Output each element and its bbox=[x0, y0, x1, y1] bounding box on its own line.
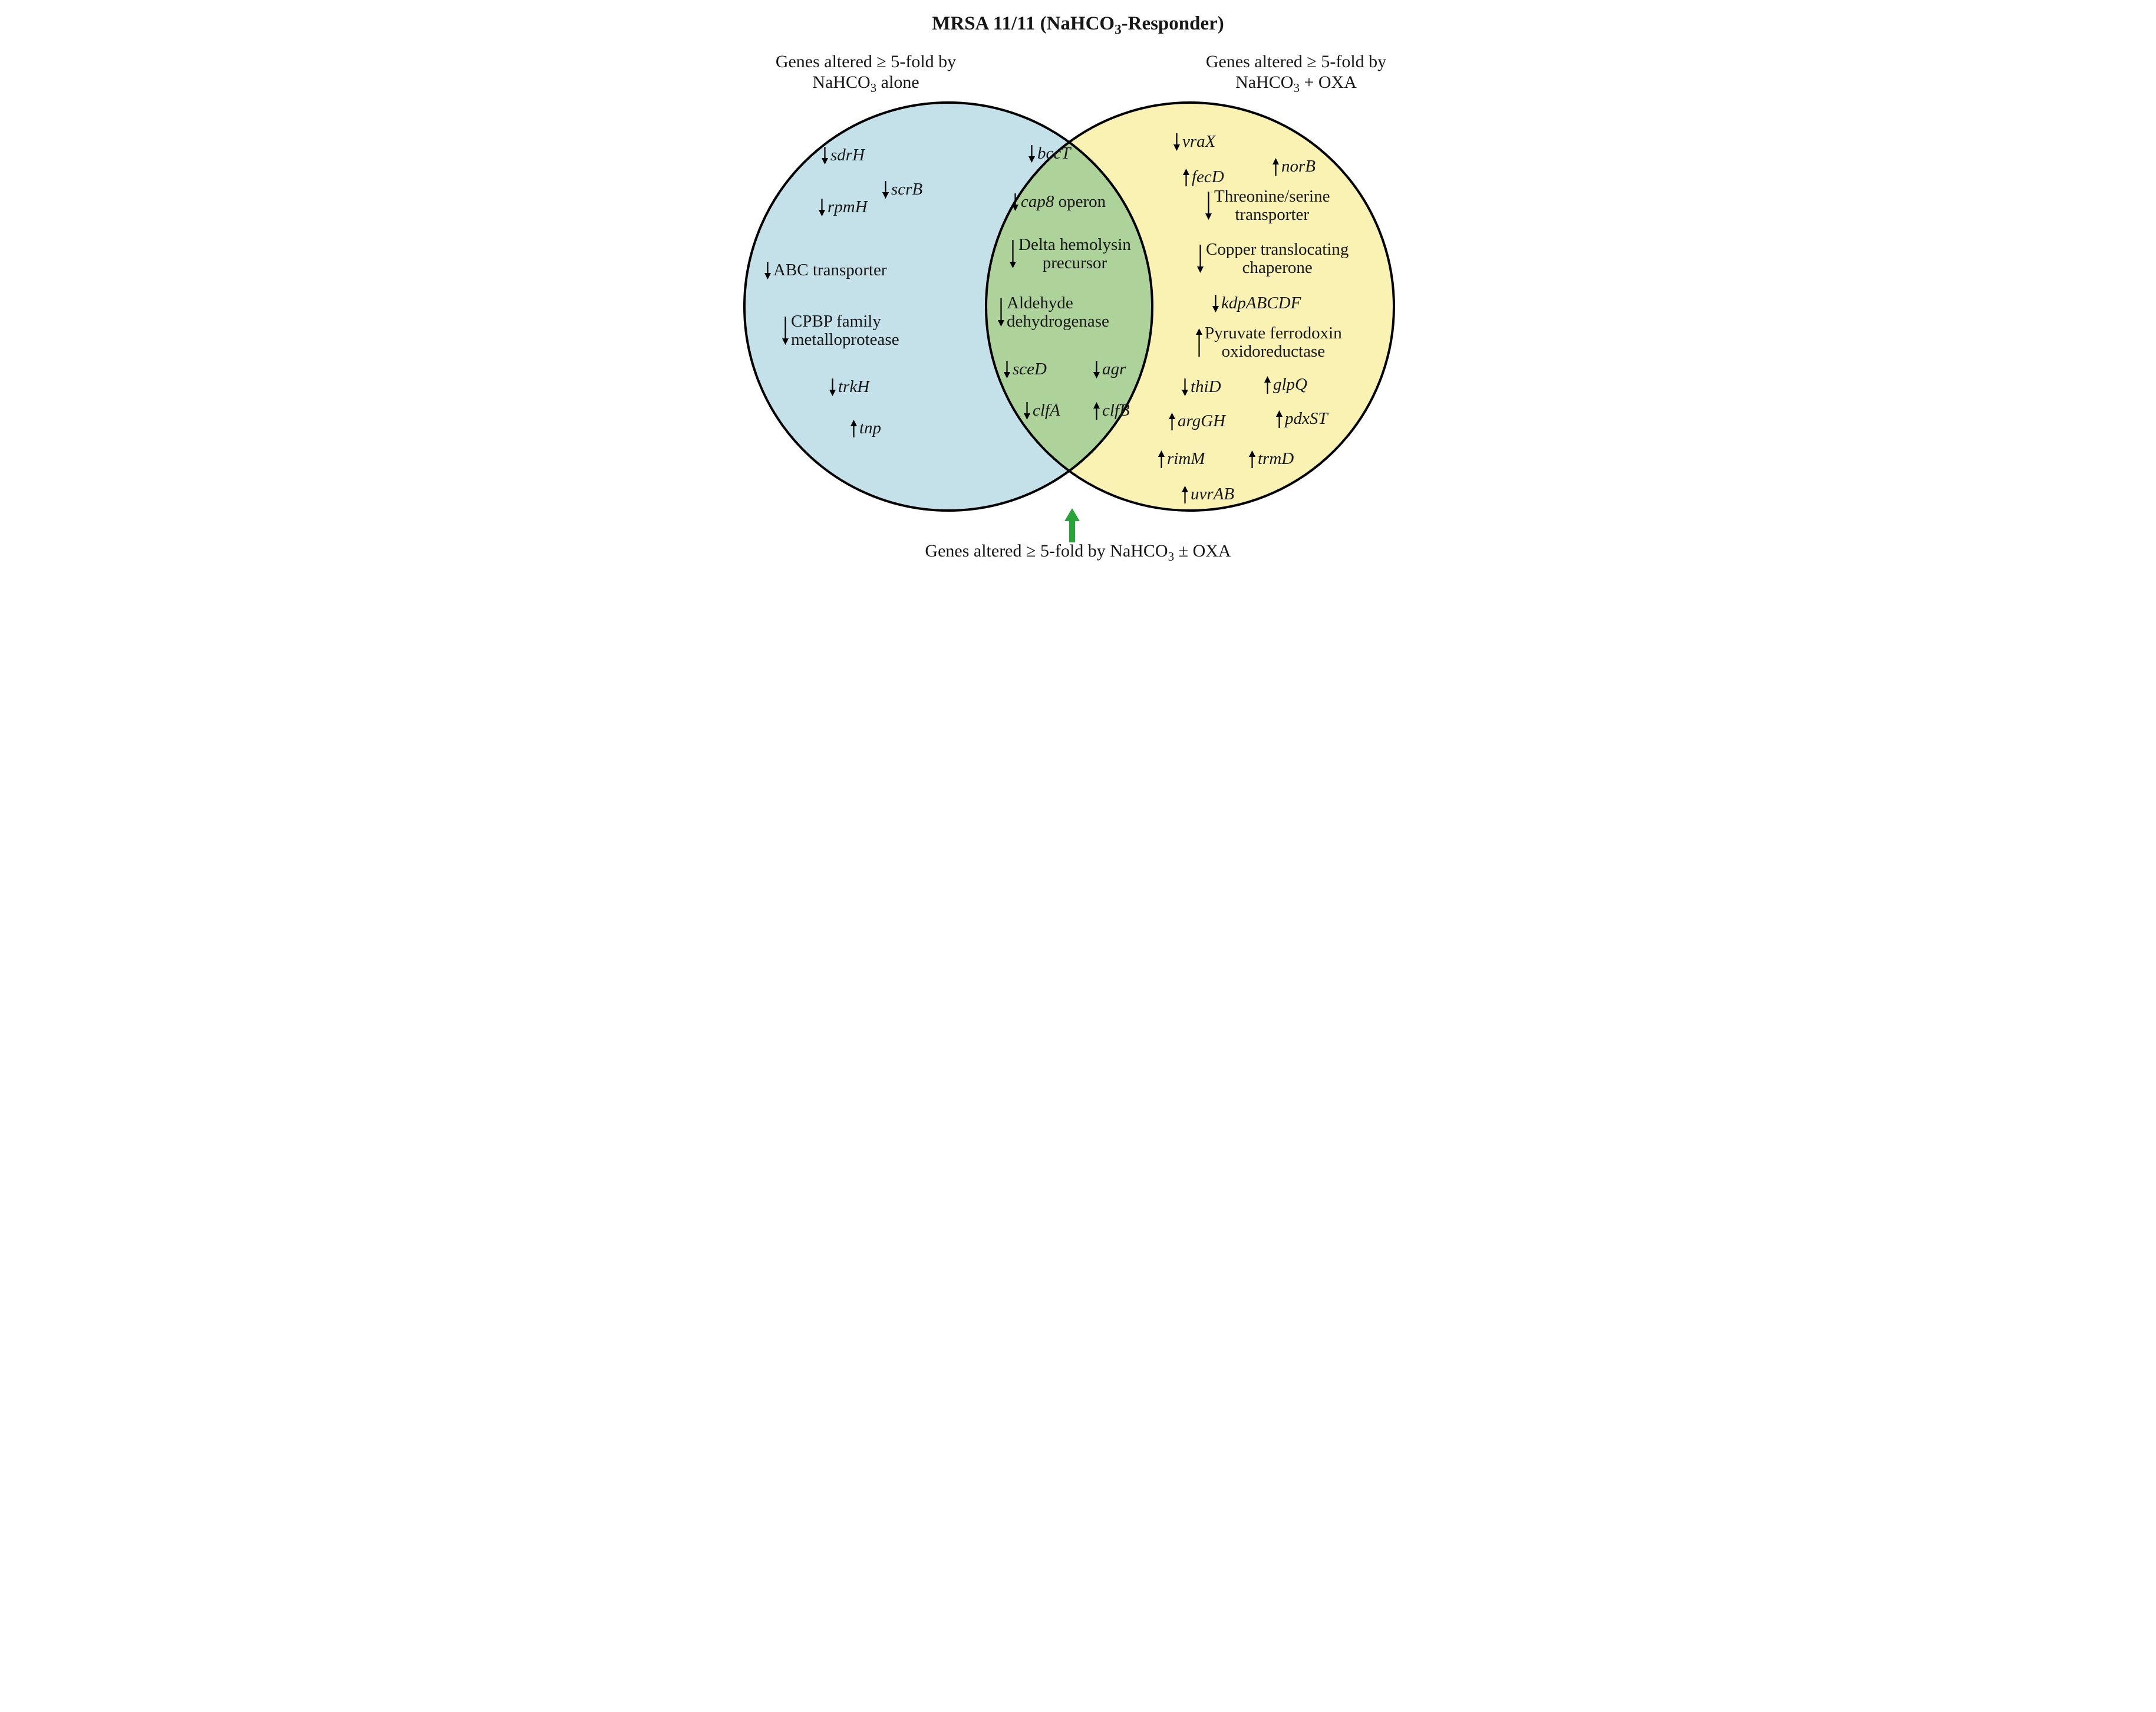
gene-label: vraX bbox=[1182, 132, 1215, 152]
arrow-down-icon bbox=[1012, 193, 1018, 211]
gene-label: fecD bbox=[1192, 167, 1224, 187]
arrow-down-icon bbox=[1024, 402, 1030, 420]
gene-label: clfA bbox=[1033, 401, 1060, 420]
gene-label: clfB bbox=[1102, 401, 1130, 420]
arrow-down-icon bbox=[1197, 245, 1204, 273]
arrow-down-icon bbox=[998, 298, 1004, 327]
gene-label: cap8 operon bbox=[1021, 192, 1106, 212]
arrow-down-icon bbox=[764, 262, 771, 279]
gene-label: uvrAB bbox=[1191, 485, 1234, 504]
gene-item: CPBP familymetalloprotease bbox=[782, 312, 899, 350]
gene-label: ABC transporter bbox=[773, 261, 887, 280]
arrow-down-icon bbox=[822, 147, 828, 164]
gene-label: sdrH bbox=[830, 146, 865, 165]
gene-item: trmD bbox=[1249, 449, 1294, 469]
gene-label: rimM bbox=[1167, 449, 1205, 469]
arrow-up-icon bbox=[1169, 413, 1175, 430]
gene-label: Aldehydedehydrogenase bbox=[1007, 294, 1109, 331]
gene-item: fecD bbox=[1183, 167, 1224, 187]
gene-label: Delta hemolysinprecursor bbox=[1018, 236, 1131, 273]
gene-item: thiD bbox=[1182, 377, 1221, 397]
gene-label: thiD bbox=[1191, 377, 1221, 397]
gene-label: norB bbox=[1281, 157, 1316, 176]
gene-label: CPBP familymetalloprotease bbox=[791, 312, 899, 350]
arrow-down-icon bbox=[1205, 192, 1212, 220]
gene-item: bccT bbox=[1028, 144, 1070, 163]
gene-item: argGH bbox=[1169, 411, 1225, 431]
arrow-down-icon bbox=[1010, 240, 1016, 268]
gene-label: argGH bbox=[1178, 411, 1225, 431]
gene-label: Pyruvate ferrodoxinoxidoreductase bbox=[1205, 324, 1342, 361]
gene-item: Aldehydedehydrogenase bbox=[998, 294, 1109, 331]
gene-item: Pyruvate ferrodoxinoxidoreductase bbox=[1196, 324, 1342, 361]
gene-item: clfB bbox=[1093, 401, 1130, 420]
gene-label: scrB bbox=[891, 180, 922, 199]
arrow-up-icon bbox=[1183, 169, 1189, 186]
arrow-up-icon bbox=[1276, 410, 1283, 428]
gene-label: trkH bbox=[838, 377, 869, 397]
gene-item: tnp bbox=[850, 419, 881, 438]
arrow-up-icon bbox=[1264, 376, 1271, 394]
gene-label: rpmH bbox=[828, 197, 868, 217]
arrow-down-icon bbox=[1028, 145, 1035, 163]
gene-item: Copper translocatingchaperone bbox=[1197, 241, 1349, 278]
venn-diagram: MRSA 11/11 (NaHCO3-Responder) Genes alte… bbox=[718, 0, 1438, 571]
arrow-down-icon bbox=[1093, 361, 1100, 378]
gene-item: sdrH bbox=[822, 146, 865, 165]
gene-item: trkH bbox=[829, 377, 869, 397]
gene-label: sceD bbox=[1013, 360, 1047, 379]
gene-item: agr bbox=[1093, 360, 1126, 379]
arrow-down-icon bbox=[1212, 295, 1219, 312]
green-arrow-icon bbox=[1064, 508, 1080, 545]
gene-label: agr bbox=[1102, 360, 1126, 379]
gene-item: ABC transporter bbox=[764, 261, 887, 280]
gene-label: bccT bbox=[1037, 144, 1070, 163]
gene-item: norB bbox=[1272, 157, 1316, 176]
gene-item: vraX bbox=[1173, 132, 1215, 152]
arrow-down-icon bbox=[1004, 361, 1010, 378]
gene-item: sceD bbox=[1004, 360, 1047, 379]
gene-layer: sdrH scrB rpmH ABC transporter CPBP fami… bbox=[718, 0, 1438, 571]
gene-item: Delta hemolysinprecursor bbox=[1010, 236, 1131, 273]
gene-label: glpQ bbox=[1273, 375, 1307, 394]
gene-item: kdpABCDF bbox=[1212, 294, 1301, 313]
arrow-up-icon bbox=[1196, 328, 1202, 357]
arrow-up-icon bbox=[1158, 450, 1165, 468]
arrow-down-icon bbox=[819, 199, 825, 216]
gene-label: pdxST bbox=[1285, 409, 1328, 429]
gene-item: glpQ bbox=[1264, 375, 1307, 394]
gene-label: trmD bbox=[1258, 449, 1294, 469]
gene-label: Copper translocatingchaperone bbox=[1206, 241, 1349, 278]
gene-item: rpmH bbox=[819, 197, 868, 217]
arrow-down-icon bbox=[782, 317, 789, 345]
gene-item: clfA bbox=[1024, 401, 1060, 420]
gene-item: pdxST bbox=[1276, 409, 1328, 429]
gene-item: rimM bbox=[1158, 449, 1205, 469]
arrow-down-icon bbox=[882, 181, 889, 199]
gene-item: scrB bbox=[882, 180, 922, 199]
arrow-down-icon bbox=[1182, 378, 1188, 396]
arrow-up-icon bbox=[1093, 402, 1100, 420]
gene-item: Threonine/serinetransporter bbox=[1205, 187, 1330, 225]
arrow-down-icon bbox=[1173, 133, 1180, 151]
arrow-up-icon bbox=[850, 420, 857, 437]
gene-item: uvrAB bbox=[1182, 485, 1234, 504]
arrow-up-icon bbox=[1272, 158, 1279, 176]
arrow-up-icon bbox=[1182, 486, 1188, 503]
gene-label: Threonine/serinetransporter bbox=[1214, 187, 1330, 225]
arrow-up-icon bbox=[1249, 450, 1255, 468]
gene-item: cap8 operon bbox=[1012, 192, 1106, 212]
gene-label: tnp bbox=[859, 419, 881, 438]
arrow-down-icon bbox=[829, 378, 836, 396]
gene-label: kdpABCDF bbox=[1221, 294, 1301, 313]
